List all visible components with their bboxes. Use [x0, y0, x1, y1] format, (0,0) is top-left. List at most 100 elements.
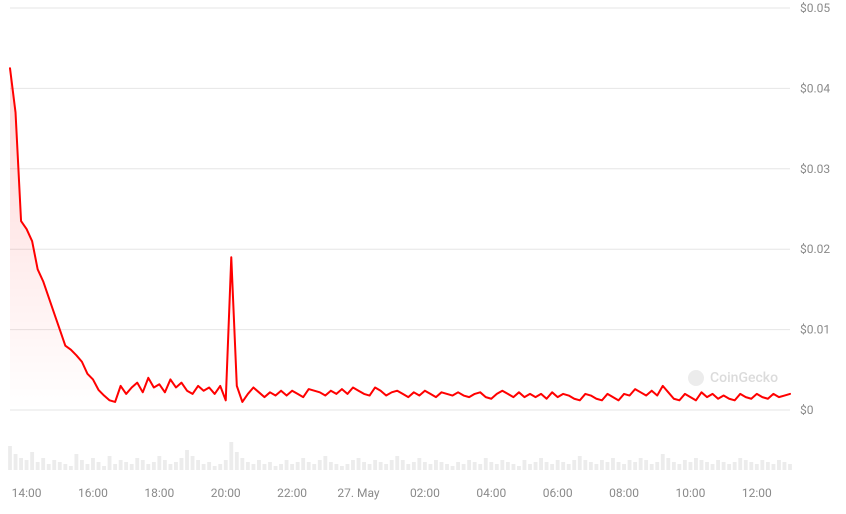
volume-bar [169, 464, 173, 470]
volume-bar [700, 460, 704, 470]
volume-bar [58, 462, 62, 470]
volume-bar [456, 462, 460, 470]
volume-bar [711, 464, 715, 470]
volume-bar [146, 464, 150, 470]
volume-bar [340, 466, 344, 470]
x-axis-label: 22:00 [277, 486, 307, 500]
x-axis-label: 18:00 [144, 486, 174, 500]
volume-bar [334, 464, 338, 470]
volume-bar [52, 460, 56, 470]
volume-bar [639, 458, 643, 470]
volume-bar [412, 462, 416, 470]
x-axis-label: 08:00 [609, 486, 639, 500]
volume-bar [240, 458, 244, 470]
volume-bar [406, 464, 410, 470]
volume-bar [462, 464, 466, 470]
volume-bar [617, 462, 621, 470]
volume-bar [589, 462, 593, 470]
x-axis-label: 20:00 [211, 486, 241, 500]
volume-bar [561, 462, 565, 470]
volume-bar [672, 462, 676, 470]
volume-bar [716, 460, 720, 470]
volume-bar [47, 464, 51, 470]
volume-bar [390, 460, 394, 470]
volume-bar [152, 462, 156, 470]
volume-bar [69, 466, 73, 470]
volume-bar [368, 464, 372, 470]
volume-bar [279, 464, 283, 470]
volume-bar [484, 458, 488, 470]
chart-canvas: $0$0.01$0.02$0.03$0.04$0.0514:0016:0018:… [0, 0, 846, 514]
volume-bar [771, 464, 775, 470]
volume-bar [257, 460, 261, 470]
volume-bar [119, 460, 123, 470]
volume-bar [611, 458, 615, 470]
volume-bar [19, 458, 23, 470]
coingecko-icon [688, 370, 704, 386]
volume-bar [545, 462, 549, 470]
volume-bar [384, 464, 388, 470]
volume-bar [650, 464, 654, 470]
volume-bar [666, 458, 670, 470]
y-axis-label: $0.04 [800, 81, 830, 95]
volume-bar [63, 464, 67, 470]
volume-bar [694, 458, 698, 470]
volume-bar [351, 460, 355, 470]
volume-bar [683, 460, 687, 470]
x-axis-label: 06:00 [543, 486, 573, 500]
volume-bar [91, 458, 95, 470]
x-axis-label: 27. May [337, 486, 380, 500]
volume-bar [185, 450, 189, 470]
price-chart[interactable]: $0$0.01$0.02$0.03$0.04$0.0514:0016:0018:… [0, 0, 846, 514]
volume-bar [202, 464, 206, 470]
volume-bar [528, 464, 532, 470]
volume-bar [97, 462, 101, 470]
volume-bar [744, 460, 748, 470]
x-axis-label: 14:00 [12, 486, 42, 500]
volume-bar [163, 460, 167, 470]
volume-bar [8, 446, 12, 470]
volume-bar [556, 460, 560, 470]
y-axis-label: $0.05 [800, 1, 830, 15]
volume-bar [550, 464, 554, 470]
volume-bar [506, 462, 510, 470]
volume-bar [235, 452, 239, 470]
volume-bar [196, 460, 200, 470]
volume-bar [727, 464, 731, 470]
volume-bar [467, 460, 471, 470]
volume-bar [268, 462, 272, 470]
volume-bar [788, 464, 792, 470]
coingecko-watermark: CoinGecko [688, 370, 778, 386]
volume-bar [622, 464, 626, 470]
volume-bar [373, 460, 377, 470]
volume-bar [74, 454, 78, 470]
y-axis-label: $0 [800, 403, 814, 417]
volume-bar [224, 460, 228, 470]
volume-bar [677, 464, 681, 470]
volume-bar [207, 462, 211, 470]
x-axis-label: 12:00 [742, 486, 772, 500]
volume-bar [766, 462, 770, 470]
volume-bar [102, 466, 106, 470]
volume-bar [760, 460, 764, 470]
x-axis-label: 10:00 [675, 486, 705, 500]
volume-bar [572, 460, 576, 470]
volume-bar [633, 462, 637, 470]
volume-bar [157, 456, 161, 470]
volume-bar [124, 462, 128, 470]
volume-bar [218, 464, 222, 470]
volume-bar [755, 464, 759, 470]
volume-bar [191, 456, 195, 470]
volume-bar [445, 464, 449, 470]
volume-bar [749, 462, 753, 470]
volume-bar [130, 464, 134, 470]
volume-bar [594, 464, 598, 470]
x-axis-label: 16:00 [78, 486, 108, 500]
volume-bar [495, 464, 499, 470]
volume-bar [329, 462, 333, 470]
volume-bar [401, 460, 405, 470]
volume-bar [783, 462, 787, 470]
volume-bar [229, 442, 233, 470]
volume-bar [517, 466, 521, 470]
volume-bar [417, 458, 421, 470]
